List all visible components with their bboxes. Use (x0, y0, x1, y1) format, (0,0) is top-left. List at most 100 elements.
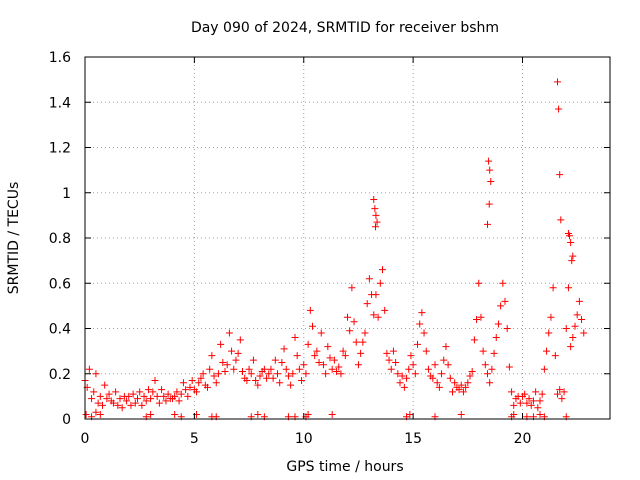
data-point (573, 311, 581, 319)
data-point (333, 367, 341, 375)
data-point (566, 232, 574, 240)
data-point (171, 392, 179, 400)
data-point (131, 399, 139, 407)
data-point (101, 381, 109, 389)
data-point (385, 356, 393, 364)
data-point (225, 329, 233, 337)
data-point (396, 379, 404, 387)
data-point (271, 356, 279, 364)
data-point (538, 390, 546, 398)
data-point (473, 315, 481, 323)
data-point (510, 410, 518, 418)
data-point (129, 390, 137, 398)
data-point (357, 349, 365, 357)
data-point (260, 365, 268, 373)
data-point (534, 404, 542, 412)
data-point (313, 347, 321, 355)
data-point (490, 349, 498, 357)
data-point (442, 343, 450, 351)
data-point (234, 349, 242, 357)
data-point (424, 365, 432, 373)
data-point (348, 284, 356, 292)
data-point (475, 279, 483, 287)
data-point (311, 352, 319, 360)
data-point (350, 318, 358, 326)
data-point (532, 388, 540, 396)
data-point (147, 395, 155, 403)
data-point (199, 370, 207, 378)
data-point (105, 390, 113, 398)
data-point (398, 372, 406, 380)
y-tick-label: 1 (62, 186, 71, 202)
data-point (103, 395, 111, 403)
data-point (370, 196, 378, 204)
data-point (433, 379, 441, 387)
data-point (372, 211, 380, 219)
data-point (376, 279, 384, 287)
data-point (162, 397, 170, 405)
data-point (265, 370, 273, 378)
data-point (406, 410, 414, 418)
grid-layer (85, 57, 610, 419)
data-point (501, 297, 509, 305)
data-point (407, 352, 415, 360)
data-point (341, 352, 349, 360)
data-point (256, 372, 264, 380)
data-point (284, 372, 292, 380)
data-point (153, 392, 161, 400)
points-layer (81, 78, 588, 421)
data-point (295, 365, 303, 373)
data-point (363, 300, 371, 308)
y-tick-label: 0.4 (49, 322, 71, 338)
data-point (344, 313, 351, 321)
data-point (243, 377, 251, 385)
data-point (462, 383, 470, 391)
data-point (371, 205, 379, 213)
data-point (560, 388, 568, 396)
data-point (575, 297, 583, 305)
data-point (254, 381, 262, 389)
data-point (306, 306, 314, 314)
data-point (252, 377, 260, 385)
data-point (444, 361, 452, 369)
data-point (319, 361, 327, 369)
data-point (521, 390, 529, 398)
y-axis-label: SRMTID / TECUs (6, 182, 22, 295)
data-point (82, 410, 90, 418)
data-point (88, 395, 96, 403)
data-point (219, 358, 227, 366)
data-point (289, 370, 297, 378)
data-point (330, 356, 338, 364)
y-tick-label: 0.6 (49, 276, 71, 292)
data-point (567, 343, 575, 351)
data-point (484, 220, 491, 228)
data-point (140, 392, 148, 400)
data-point (374, 313, 382, 321)
data-point (409, 361, 417, 369)
data-point (175, 397, 183, 405)
data-point (217, 340, 225, 348)
data-point (554, 390, 561, 398)
data-point (569, 252, 577, 260)
x-tick-label: 20 (514, 431, 532, 447)
data-point (90, 388, 98, 396)
x-axis-label: GPS time / hours (286, 459, 403, 475)
data-point (212, 379, 220, 387)
data-point (383, 349, 391, 357)
data-point (387, 365, 395, 373)
data-point (127, 401, 135, 409)
data-point (263, 374, 271, 382)
data-point (232, 356, 240, 364)
data-point (459, 388, 467, 396)
data-point (204, 383, 211, 391)
data-point (188, 377, 196, 385)
data-point (254, 410, 262, 418)
data-point (554, 78, 561, 86)
data-point (486, 166, 494, 174)
data-point (569, 334, 577, 342)
data-point (435, 383, 443, 391)
data-point (136, 388, 144, 396)
data-point (451, 379, 459, 387)
data-point (536, 410, 544, 418)
